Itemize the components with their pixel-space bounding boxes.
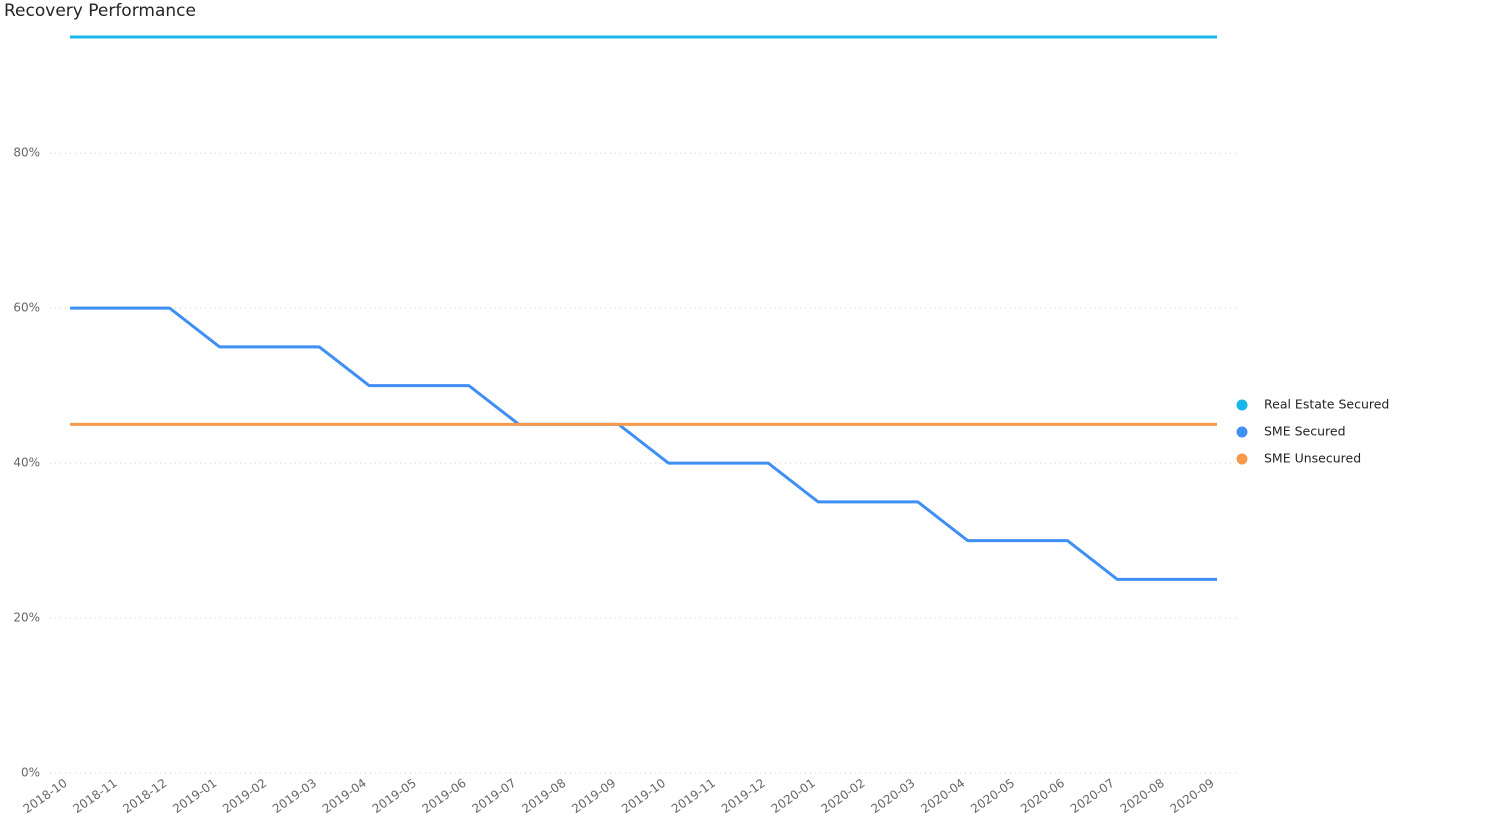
x-tick-label: 2020-08 bbox=[1118, 776, 1167, 816]
x-tick-label: 2019-02 bbox=[220, 776, 269, 816]
x-tick-label: 2020-03 bbox=[868, 776, 917, 816]
legend-marker bbox=[1236, 453, 1248, 465]
x-tick-label: 2018-10 bbox=[21, 776, 70, 816]
x-tick-label: 2020-05 bbox=[968, 776, 1017, 816]
x-tick-label: 2019-10 bbox=[619, 776, 668, 816]
x-tick-label: 2019-05 bbox=[370, 776, 419, 816]
data-line bbox=[70, 306, 1217, 581]
y-tick-label: 40% bbox=[13, 456, 40, 470]
x-tick-label: 2019-06 bbox=[420, 776, 469, 816]
x-tick-label: 2019-12 bbox=[719, 776, 768, 816]
legend-label: SME Secured bbox=[1264, 424, 1346, 439]
x-tick-label: 2019-01 bbox=[170, 776, 219, 816]
x-tick-label: 2020-09 bbox=[1168, 776, 1217, 816]
x-tick-label: 2020-01 bbox=[769, 776, 818, 816]
x-tick-label: 2018-11 bbox=[70, 776, 119, 816]
y-tick-label: 20% bbox=[13, 611, 40, 625]
legend-marker bbox=[1236, 426, 1248, 438]
x-tick-label: 2019-08 bbox=[519, 776, 568, 816]
y-tick-label: 0% bbox=[21, 766, 40, 780]
x-tick-label: 2019-09 bbox=[569, 776, 618, 816]
x-tick-label: 2020-06 bbox=[1018, 776, 1067, 816]
x-tick-label: 2020-02 bbox=[819, 776, 868, 816]
legend-label: SME Unsecured bbox=[1264, 451, 1361, 466]
x-tick-label: 2020-04 bbox=[918, 776, 967, 816]
x-tick-label: 2018-12 bbox=[120, 776, 169, 816]
x-tick-label: 2019-11 bbox=[669, 776, 718, 816]
x-tick-label: 2019-03 bbox=[270, 776, 319, 816]
y-tick-label: 60% bbox=[13, 301, 40, 315]
x-tick-label: 2019-07 bbox=[469, 776, 518, 816]
chart-title: Recovery Performance bbox=[4, 1, 196, 21]
x-tick-label: 2020-07 bbox=[1068, 776, 1117, 816]
y-tick-label: 80% bbox=[13, 146, 40, 160]
legend-marker bbox=[1236, 399, 1248, 411]
legend-label: Real Estate Secured bbox=[1264, 397, 1389, 412]
x-tick-label: 2019-04 bbox=[320, 776, 369, 816]
